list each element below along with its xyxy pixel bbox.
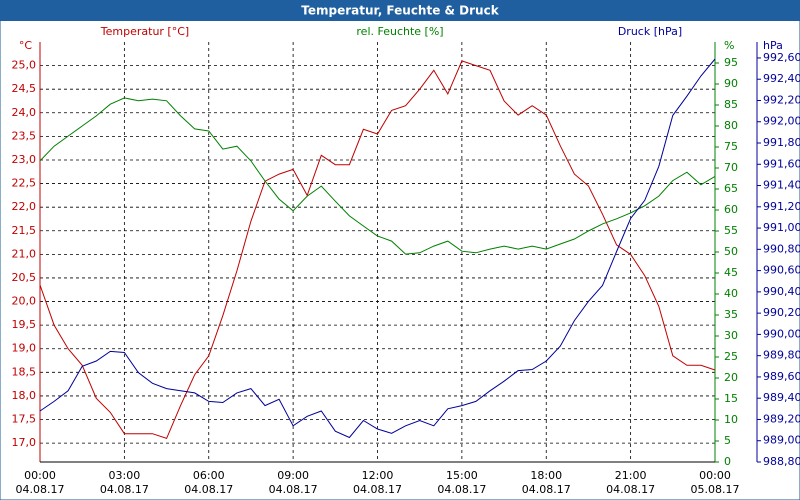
y2-tick-label: 85 — [724, 98, 738, 111]
y-tick-label: 24,0 — [12, 106, 37, 119]
y3-tick-label: 989,60 — [763, 370, 800, 383]
y2-tick-label: 25 — [724, 350, 738, 363]
y2-tick-label: 40 — [724, 287, 738, 300]
y3-tick-label: 990,80 — [763, 242, 800, 255]
y2-tick-label: 20 — [724, 371, 738, 384]
y2-tick-label: 10 — [724, 413, 738, 426]
legend-label: rel. Feuchte [%] — [356, 25, 443, 38]
x-tick-date: 04.08.17 — [437, 483, 486, 496]
y2-tick-label: 55 — [724, 224, 738, 237]
x-tick-date: 04.08.17 — [353, 483, 402, 496]
x-tick-date: 04.08.17 — [184, 483, 233, 496]
y3-tick-label: 992,60 — [763, 51, 800, 64]
y3-tick-label: 991,00 — [763, 221, 800, 234]
y3-tick-label: 992,40 — [763, 72, 800, 85]
y2-tick-label: 15 — [724, 392, 738, 405]
y-tick-label: 23,0 — [12, 153, 37, 166]
y3-tick-label: 991,40 — [763, 179, 800, 192]
y2-tick-label: 70 — [724, 161, 738, 174]
y-tick-label: 23,5 — [12, 129, 37, 142]
y-unit: °C — [19, 39, 33, 52]
x-tick-label: 21:00 — [615, 469, 647, 482]
y3-tick-label: 990,00 — [763, 327, 800, 340]
chart-title: Temperatur, Feuchte & Druck — [301, 4, 499, 18]
y3-tick-label: 988,80 — [763, 455, 800, 468]
y2-tick-label: 45 — [724, 266, 738, 279]
x-tick-date: 04.08.17 — [606, 483, 655, 496]
x-tick-label: 00:00 — [699, 469, 731, 482]
y3-tick-label: 989,80 — [763, 349, 800, 362]
y3-tick-label: 989,20 — [763, 412, 800, 425]
y-tick-label: 22,0 — [12, 200, 37, 213]
x-tick-label: 18:00 — [530, 469, 562, 482]
x-tick-label: 09:00 — [277, 469, 309, 482]
x-tick-label: 03:00 — [109, 469, 141, 482]
y2-tick-label: 80 — [724, 119, 738, 132]
y2-tick-label: 65 — [724, 182, 738, 195]
x-tick-label: 15:00 — [446, 469, 478, 482]
x-tick-date: 05.08.17 — [691, 483, 740, 496]
y2-tick-label: 75 — [724, 140, 738, 153]
y-tick-label: 19,0 — [12, 342, 37, 355]
y-tick-label: 21,0 — [12, 247, 37, 260]
y-tick-label: 22,5 — [12, 177, 37, 190]
y3-tick-label: 990,20 — [763, 306, 800, 319]
y-tick-label: 20,5 — [12, 271, 37, 284]
y2-tick-label: 90 — [724, 77, 738, 90]
series-line — [39, 60, 716, 440]
y3-tick-label: 990,60 — [763, 264, 800, 277]
y2-unit: % — [724, 39, 734, 52]
series-line — [39, 58, 716, 439]
x-tick-date: 04.08.17 — [100, 483, 149, 496]
y2-tick-label: 50 — [724, 245, 738, 258]
y3-tick-label: 991,20 — [763, 200, 800, 213]
y3-tick-label: 992,20 — [763, 93, 800, 106]
x-tick-date: 04.08.17 — [16, 483, 65, 496]
y3-tick-label: 990,40 — [763, 285, 800, 298]
y2-tick-label: 95 — [724, 56, 738, 69]
y2-tick-label: 60 — [724, 203, 738, 216]
y3-tick-label: 992,00 — [763, 115, 800, 128]
y3-tick-label: 989,00 — [763, 434, 800, 447]
y-tick-label: 19,5 — [12, 318, 37, 331]
y3-unit: hPa — [763, 39, 783, 52]
y-tick-label: 20,0 — [12, 295, 37, 308]
y-tick-label: 17,0 — [12, 436, 37, 449]
x-tick-date: 04.08.17 — [522, 483, 571, 496]
y3-tick-label: 989,40 — [763, 391, 800, 404]
y-tick-label: 24,5 — [12, 82, 37, 95]
y2-tick-label: 5 — [724, 434, 731, 447]
y2-tick-label: 30 — [724, 329, 738, 342]
x-tick-label: 12:00 — [362, 469, 394, 482]
y-tick-label: 17,5 — [12, 413, 37, 426]
y-tick-label: 21,5 — [12, 224, 37, 237]
y3-tick-label: 991,60 — [763, 157, 800, 170]
x-tick-label: 00:00 — [24, 469, 56, 482]
series-line — [39, 97, 716, 255]
y2-tick-label: 0 — [724, 455, 731, 468]
title-bar — [0, 0, 800, 21]
y-tick-label: 18,5 — [12, 365, 37, 378]
y3-tick-label: 991,80 — [763, 136, 800, 149]
x-tick-label: 06:00 — [193, 469, 225, 482]
y-tick-label: 25,0 — [12, 59, 37, 72]
x-tick-date: 04.08.17 — [269, 483, 318, 496]
legend-label: Druck [hPa] — [618, 25, 682, 38]
y2-tick-label: 35 — [724, 308, 738, 321]
y-tick-label: 18,0 — [12, 389, 37, 402]
legend-label: Temperatur [°C] — [100, 25, 189, 38]
